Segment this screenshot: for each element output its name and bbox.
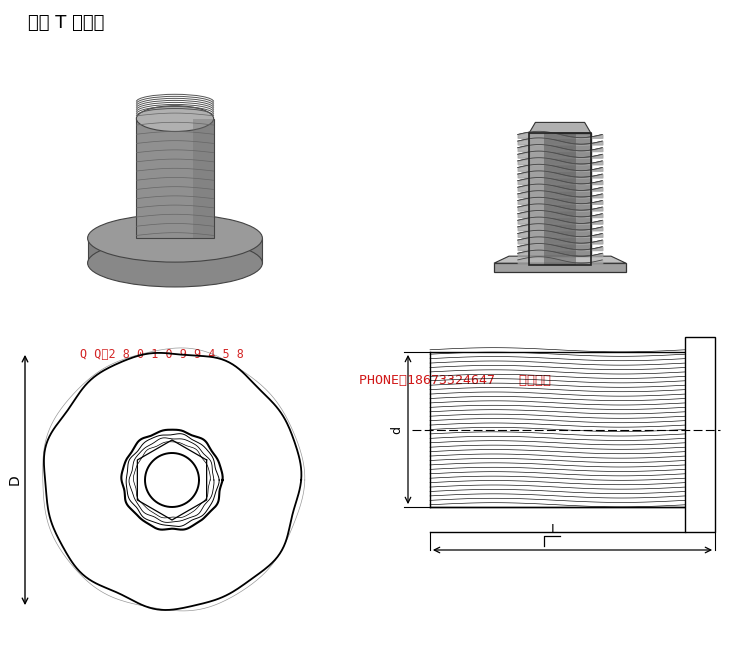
Polygon shape xyxy=(88,238,262,263)
Polygon shape xyxy=(544,133,576,265)
Polygon shape xyxy=(529,122,591,133)
Polygon shape xyxy=(136,118,214,238)
Ellipse shape xyxy=(88,214,262,262)
Polygon shape xyxy=(494,263,626,272)
Text: Q Q：2 8 0 1 0 9 9 4 5 8: Q Q：2 8 0 1 0 9 9 4 5 8 xyxy=(80,348,244,361)
Polygon shape xyxy=(194,118,214,238)
Polygon shape xyxy=(494,256,626,263)
Ellipse shape xyxy=(136,106,214,132)
Ellipse shape xyxy=(88,239,262,287)
Text: D: D xyxy=(8,475,22,485)
Text: d: d xyxy=(390,426,404,434)
Text: 全牙 T 型螺母: 全牙 T 型螺母 xyxy=(28,14,104,32)
Polygon shape xyxy=(529,133,591,265)
Bar xyxy=(685,337,715,532)
Text: L: L xyxy=(551,523,557,536)
Text: PHONE：18673324647   （微信）: PHONE：18673324647 （微信） xyxy=(359,373,551,387)
